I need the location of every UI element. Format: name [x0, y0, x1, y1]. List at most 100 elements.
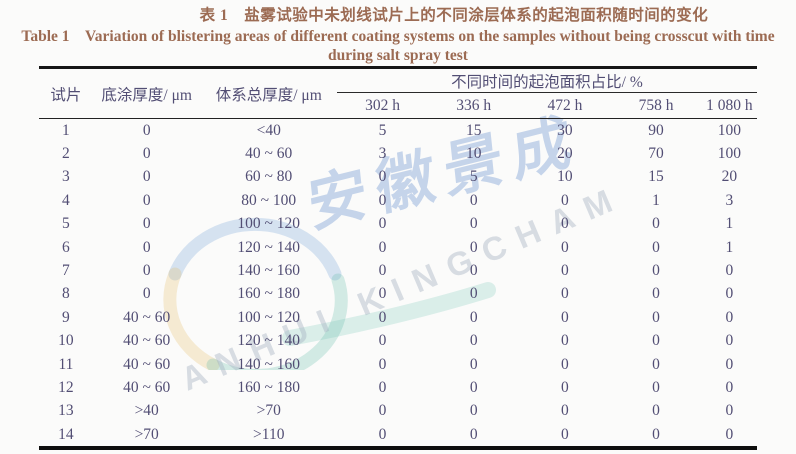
table-cell: 0	[561, 425, 569, 443]
table-cell: 0	[561, 332, 569, 350]
table-row: 14 >70 >110 0 0 0 0 0	[39, 423, 757, 448]
table-cell: 0	[725, 332, 734, 350]
table-cell: 0	[652, 238, 660, 256]
table-cell: 5	[62, 215, 70, 233]
header-time-758h: 758 h	[638, 96, 674, 114]
table-cell: 0	[469, 308, 478, 326]
table-cell: 0	[561, 355, 569, 373]
table-cell: 10	[557, 168, 573, 186]
table-cell: 100	[717, 121, 741, 139]
table-cell: 0	[652, 215, 660, 233]
table-cell: <40	[256, 121, 281, 139]
table-row: 2 0 40 ~ 60 3 10 20 70 100	[39, 142, 757, 165]
table-cell: 0	[469, 425, 478, 443]
table-cell: 120 ~ 140	[237, 238, 301, 256]
table-cell: 0	[378, 262, 387, 280]
table-row: 10 40 ~ 60 120 ~ 140 0 0 0 0 0	[39, 330, 757, 353]
table-cell: 0	[561, 378, 569, 396]
header-time-302h: 302 h	[365, 96, 400, 114]
table-cell: 0	[378, 215, 387, 233]
table-cell: 0	[561, 215, 569, 233]
table-cell: 0	[469, 262, 478, 280]
table-cell: 7	[62, 262, 70, 280]
table-cell: 0	[469, 215, 478, 233]
table-cell: 0	[725, 425, 734, 443]
table-cell: 6	[62, 238, 70, 256]
table-cell: 160 ~ 180	[237, 378, 301, 396]
table-cell: 60 ~ 80	[245, 168, 293, 186]
table-cell: 0	[469, 355, 478, 373]
table-cell: 0	[378, 168, 387, 186]
table-cell: 0	[378, 308, 387, 326]
table-row: 9 40 ~ 60 100 ~ 120 0 0 0 0 0	[39, 306, 757, 329]
table-cell: 12	[58, 378, 74, 396]
table-cell: 0	[652, 378, 660, 396]
table-cell: 0	[142, 285, 151, 303]
table-cell: 0	[469, 378, 478, 396]
table-cell: 160 ~ 180	[237, 285, 301, 303]
table-cell: 3	[62, 168, 70, 186]
table-row: 6 0 120 ~ 140 0 0 0 0 1	[39, 236, 757, 259]
table-row: 1 0 <40 5 15 30 90 100	[39, 119, 757, 143]
table-cell: 10	[465, 145, 482, 163]
table-cell: 0	[725, 285, 734, 303]
table-body: 1 0 <40 5 15 30 90 100 2 0 40 ~ 60 3 10 20 70 100 3 0 60 ~…	[39, 119, 757, 449]
table-row: 11 40 ~ 60 140 ~ 160 0 0 0 0 0	[39, 353, 757, 376]
table-cell: 0	[561, 191, 569, 209]
table-cell: 40 ~ 60	[123, 355, 171, 373]
table-cell: 3	[725, 191, 734, 209]
header-time-472h: 472 h	[547, 96, 583, 114]
table-cell: 40 ~ 60	[123, 308, 171, 326]
table-cell: 40 ~ 60	[123, 378, 171, 396]
table-cell: 5	[469, 168, 478, 186]
table-cell: 0	[378, 285, 387, 303]
table-cell: 0	[142, 191, 151, 209]
table-cell: 0	[725, 402, 734, 420]
table-cell: 0	[725, 262, 734, 280]
table-cell: 0	[378, 238, 387, 256]
table-cell: 0	[725, 308, 734, 326]
table-row: 4 0 80 ~ 100 0 0 0 1 3	[39, 189, 757, 212]
caption-chinese: 表 1 盐雾试验中未划线试片上的不同涂层体系的起泡面积随时间的变化	[199, 7, 709, 24]
table-cell: 0	[378, 191, 387, 209]
header-total-thickness: 体系总厚度/ μm	[215, 86, 322, 104]
table-cell: 0	[561, 285, 569, 303]
table-cell: 100 ~ 120	[237, 308, 301, 326]
results-table: 试片 底涂厚度/ μm 体系总厚度/ μm 不同时间的起泡面积占比/ % 302…	[39, 66, 757, 451]
table-cell: 9	[62, 308, 70, 326]
table-cell: 20	[557, 145, 573, 163]
table-cell: 1	[62, 121, 70, 139]
table-cell: 1	[725, 215, 734, 233]
table-cell: 1	[725, 238, 734, 256]
table-cell: 0	[469, 191, 478, 209]
table-cell: 0	[378, 378, 387, 396]
table-header: 试片 底涂厚度/ μm 体系总厚度/ μm 不同时间的起泡面积占比/ % 302…	[39, 67, 757, 119]
table-cell: 0	[652, 332, 660, 350]
table-cell: 0	[378, 402, 387, 420]
table-cell: 5	[378, 121, 387, 139]
table-cell: 2	[62, 145, 70, 163]
table-cell: >70	[256, 402, 281, 420]
table-cell: 0	[378, 355, 387, 373]
table-cell: 0	[469, 332, 478, 350]
table-cell: 0	[652, 425, 660, 443]
table-cell: 0	[469, 238, 478, 256]
table-cell: 0	[652, 308, 660, 326]
table-cell: 40 ~ 60	[245, 145, 293, 163]
table-cell: 0	[652, 262, 660, 280]
table-cell: 100 ~ 120	[237, 215, 301, 233]
header-sample: 试片	[50, 86, 82, 104]
table-cell: 4	[62, 191, 70, 209]
table-cell: 80 ~ 100	[241, 191, 297, 209]
table-cell: 0	[378, 425, 387, 443]
table-cell: 0	[725, 355, 734, 373]
table-cell: 0	[561, 262, 569, 280]
table-row: 8 0 160 ~ 180 0 0 0 0 0	[39, 283, 757, 306]
table-cell: 70	[648, 145, 664, 163]
table-cell: 90	[648, 121, 664, 139]
table-cell: 0	[561, 308, 569, 326]
table-cell: 0	[142, 145, 151, 163]
table-cell: 0	[652, 285, 660, 303]
table-row: 3 0 60 ~ 80 0 5 10 15 20	[39, 166, 757, 189]
